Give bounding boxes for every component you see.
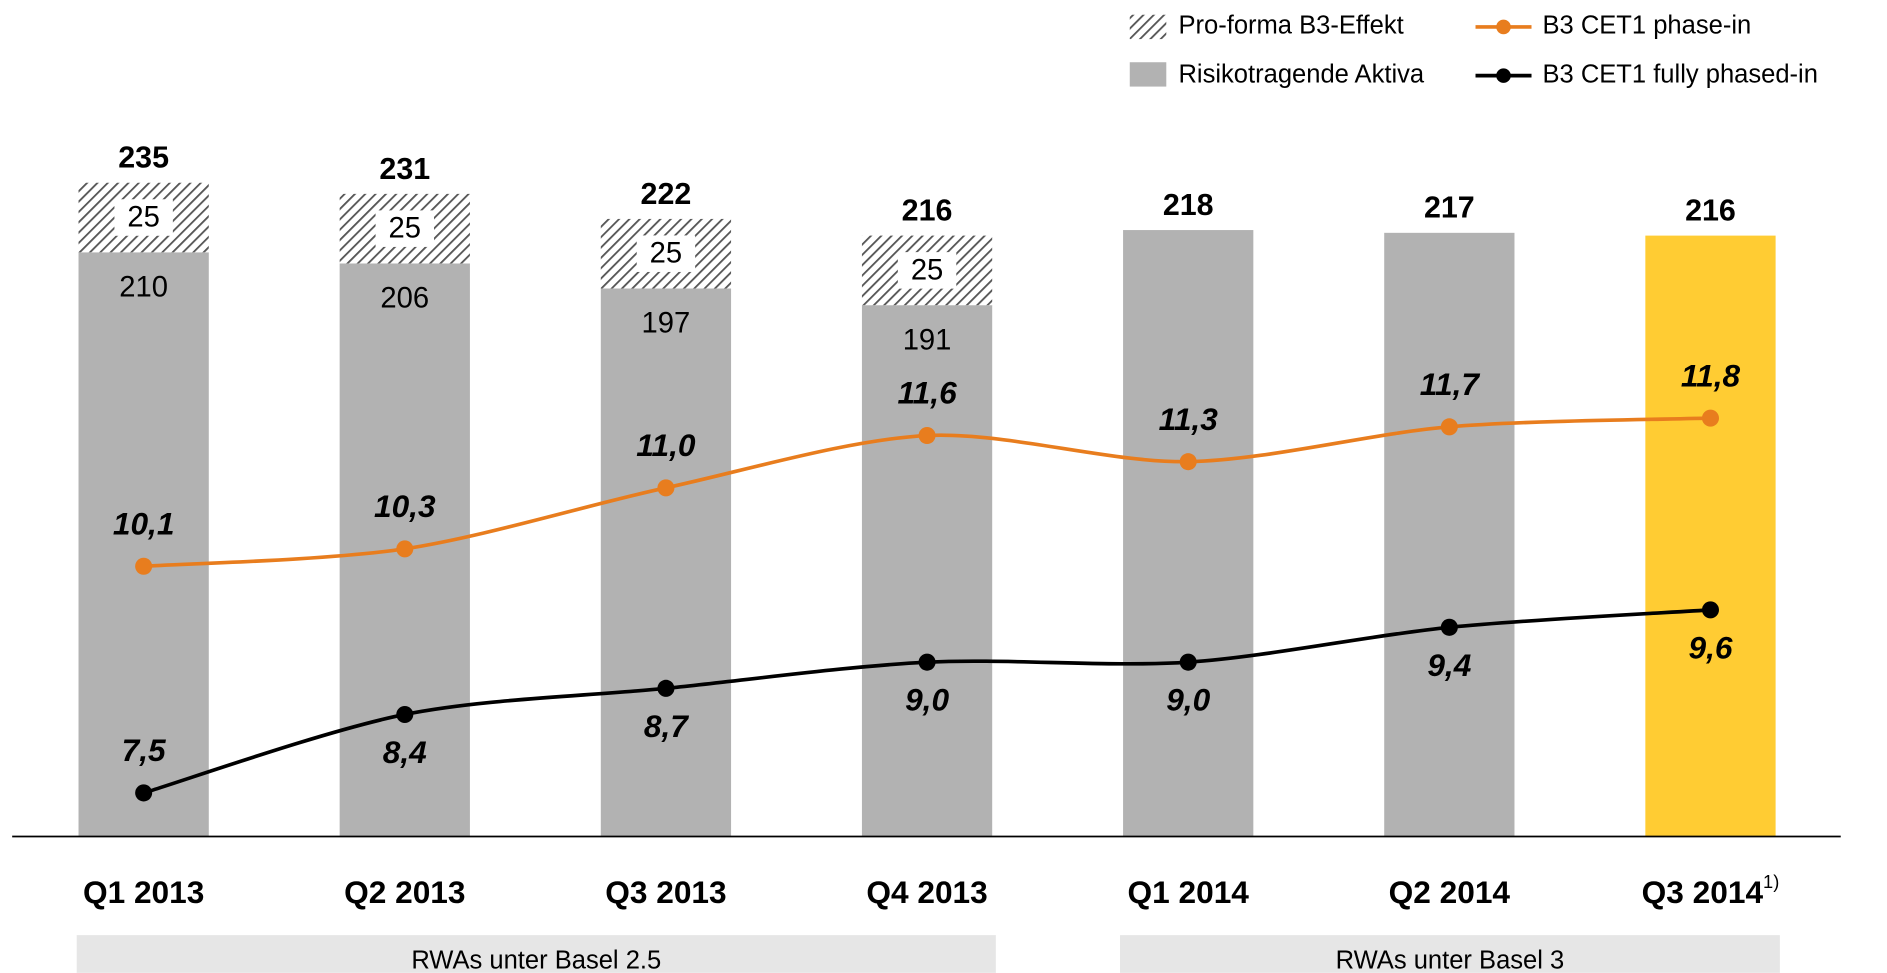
x-tick-label: Q3 2013 <box>605 874 726 910</box>
data-label: 11,3 <box>1159 401 1219 437</box>
legend-swatch <box>1129 62 1167 87</box>
data-label: 9,6 <box>1688 629 1732 665</box>
point <box>1701 409 1719 427</box>
label-box <box>114 199 173 236</box>
category: Q3 2013 <box>605 874 726 910</box>
label-box <box>897 252 957 289</box>
data-label: 8,4 <box>383 734 427 770</box>
label-box <box>375 210 435 247</box>
segment-label: 206 <box>380 283 429 315</box>
point <box>135 784 153 802</box>
segment-label: 197 <box>642 308 691 340</box>
point <box>657 479 675 497</box>
x-tick-label: Q1 2013 <box>83 874 204 910</box>
legend-label: B3 CET1 phase-in <box>1542 12 1751 40</box>
legend-label: Risikotragende Aktiva <box>1178 60 1424 88</box>
point <box>1440 618 1458 636</box>
total-label: 217 <box>1424 191 1475 225</box>
total-label: 216 <box>1685 194 1736 228</box>
point <box>1701 601 1719 619</box>
bar <box>1384 232 1515 837</box>
x-tick-label: Q4 2013 <box>866 874 987 910</box>
point <box>1179 653 1197 671</box>
data-label: 11,0 <box>636 427 696 463</box>
legend-marker <box>1496 68 1511 83</box>
point <box>396 705 414 723</box>
segment-label: 191 <box>903 324 952 356</box>
point <box>657 679 675 697</box>
data-label: 10,3 <box>374 488 436 524</box>
bar <box>600 288 732 837</box>
total-label: 222 <box>641 177 692 211</box>
category: Q1 2013 <box>83 874 204 910</box>
data-label: 9,4 <box>1427 647 1471 683</box>
bar <box>861 305 993 837</box>
bar <box>1123 230 1254 837</box>
legend-swatch <box>1129 14 1167 40</box>
data-label: 9,0 <box>905 682 949 718</box>
point <box>918 653 936 671</box>
legend-marker <box>1496 19 1511 35</box>
data-label: 11,8 <box>1681 357 1741 393</box>
total-label: 218 <box>1163 188 1214 222</box>
category: Q3 2014 <box>1642 874 1764 910</box>
segment-label: 25 <box>389 213 421 245</box>
label-box <box>636 235 696 272</box>
category: Q2 2013 <box>344 874 465 910</box>
category: Q2 2014 <box>1389 874 1511 910</box>
data-label: 8,7 <box>644 708 689 744</box>
x-tick-label: Q3 20141) <box>1642 871 1780 911</box>
data-label: 10,1 <box>113 505 175 541</box>
point <box>1440 418 1458 436</box>
point <box>1179 453 1197 471</box>
group-label: RWAs unter Basel 3 <box>1336 947 1565 973</box>
group-label: RWAs unter Basel 2.5 <box>411 947 661 973</box>
bar <box>1645 235 1776 837</box>
x-tick-label: Q2 2013 <box>344 874 465 910</box>
data-label: 9,0 <box>1166 682 1210 718</box>
category: Q1 2014 <box>1128 874 1250 910</box>
point <box>918 427 936 445</box>
legend-label: Pro-forma B3-Effekt <box>1178 12 1403 40</box>
segment-label: 25 <box>650 238 682 270</box>
data-label: 11,7 <box>1420 366 1481 402</box>
data-label: 11,6 <box>897 375 957 411</box>
total-label: 216 <box>902 194 953 228</box>
bar <box>78 252 209 837</box>
footnote-marker: 1) <box>1763 871 1779 892</box>
segment-label: 210 <box>119 272 168 304</box>
group-box <box>1120 935 1780 973</box>
legend-label: B3 CET1 fully phased-in <box>1542 60 1817 88</box>
x-tick-label: Q1 2014 <box>1128 874 1250 910</box>
total-label: 235 <box>118 141 169 175</box>
segment-label: 25 <box>911 254 943 286</box>
segment-label: 25 <box>127 201 159 233</box>
x-tick-label: Q2 2014 <box>1389 874 1511 910</box>
total-label: 231 <box>379 152 430 186</box>
point <box>396 540 414 558</box>
group-box <box>76 935 996 973</box>
point <box>135 557 153 575</box>
category: Q4 2013 <box>866 874 987 910</box>
data-label: 7,5 <box>122 732 166 768</box>
